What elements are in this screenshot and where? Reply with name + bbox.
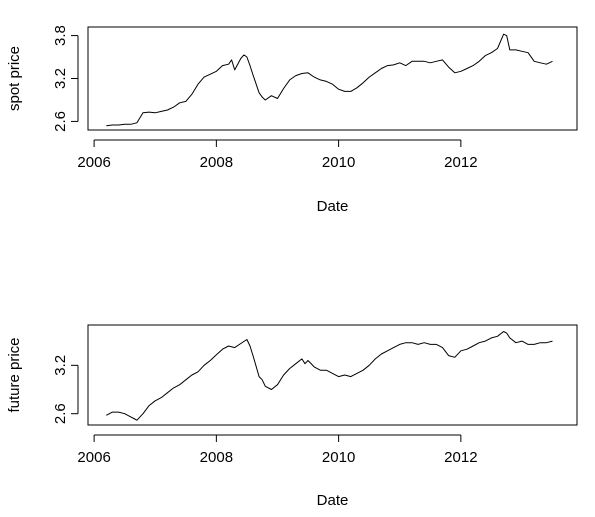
x-tick-label: 2010 (322, 449, 355, 466)
future-price-panel: 2006 2008 2010 2012 2.6 3.2 Date future price (6, 324, 578, 509)
series-line (106, 331, 553, 421)
x-tick-label: 2008 (200, 449, 233, 466)
plot-frame (87, 26, 578, 131)
y-tick-label: 3.2 (52, 68, 69, 89)
x-tick-label: 2012 (444, 154, 477, 171)
x-tick-label: 2010 (322, 154, 355, 171)
x-tick-label: 2012 (444, 449, 477, 466)
x-axis-title: Date (317, 198, 349, 215)
x-tick-label: 2008 (200, 154, 233, 171)
series-line (106, 33, 553, 127)
spot-price-panel: 2006 2008 2010 2012 2.6 3.2 3.8 Date spot price (6, 25, 578, 215)
y-axis-title: future price (6, 337, 23, 412)
x-tick-label: 2006 (77, 449, 110, 466)
y-tick-label: 3.2 (52, 355, 69, 376)
y-axis-title: spot price (6, 46, 23, 111)
x-axis-title: Date (317, 492, 349, 509)
y-tick-label: 2.6 (52, 403, 69, 424)
y-tick-label: 3.8 (52, 25, 69, 46)
plot-frame (87, 324, 578, 426)
y-tick-label: 2.6 (52, 111, 69, 132)
x-tick-label: 2006 (77, 154, 110, 171)
